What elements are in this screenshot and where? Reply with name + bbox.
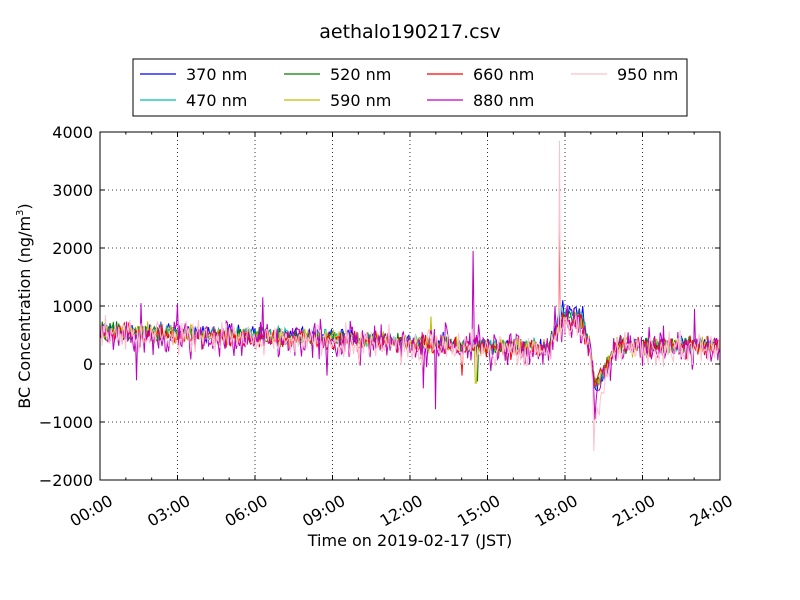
x-axis-label: Time on 2019-02-17 (JST) xyxy=(307,531,512,550)
legend-label: 520 nm xyxy=(330,65,391,84)
y-axis-label-end: ) xyxy=(15,203,34,209)
x-tick-label: 03:00 xyxy=(144,491,193,531)
x-tick-label: 18:00 xyxy=(532,491,581,531)
y-tick-label: −1000 xyxy=(39,413,93,432)
y-axis-label-main: BC Concentration (ng/m xyxy=(15,216,34,409)
x-tick-label: 15:00 xyxy=(454,491,503,531)
series-lines xyxy=(100,140,720,452)
legend: 370 nm 470 nm 520 nm 590 nm 660 nm 880 nm 950 … xyxy=(132,58,688,117)
x-tick-label: 12:00 xyxy=(377,491,426,531)
x-tick-label: 21:00 xyxy=(609,491,658,531)
y-tick-label: −2000 xyxy=(39,471,93,490)
legend-label: 660 nm xyxy=(473,65,534,84)
chart-title: aethalo190217.csv xyxy=(319,21,501,43)
x-tick-label: 00:00 xyxy=(67,491,116,531)
y-tick-label: 0 xyxy=(83,355,93,374)
legend-label: 950 nm xyxy=(617,65,678,84)
x-tick-label: 09:00 xyxy=(299,491,348,531)
series-line-950-nm xyxy=(100,140,720,452)
x-tick-label: 06:00 xyxy=(222,491,271,531)
legend-label: 880 nm xyxy=(473,91,534,110)
legend-frame xyxy=(132,58,688,117)
legend-label: 470 nm xyxy=(186,91,247,110)
y-axis-label-sup: 3 xyxy=(15,210,26,216)
y-tick-label: 1000 xyxy=(52,297,93,316)
y-tick-label: 4000 xyxy=(52,123,93,142)
grid xyxy=(100,132,720,480)
y-tick-label: 2000 xyxy=(52,239,93,258)
legend-label: 370 nm xyxy=(186,65,247,84)
legend-label: 590 nm xyxy=(330,91,391,110)
y-tick-label: 3000 xyxy=(52,181,93,200)
y-axis: 4000 3000 2000 1000 0 −1000 −2000 xyxy=(39,123,720,490)
x-tick-label: 24:00 xyxy=(687,491,736,531)
y-axis-label: BC Concentration (ng/m3) xyxy=(15,203,34,408)
